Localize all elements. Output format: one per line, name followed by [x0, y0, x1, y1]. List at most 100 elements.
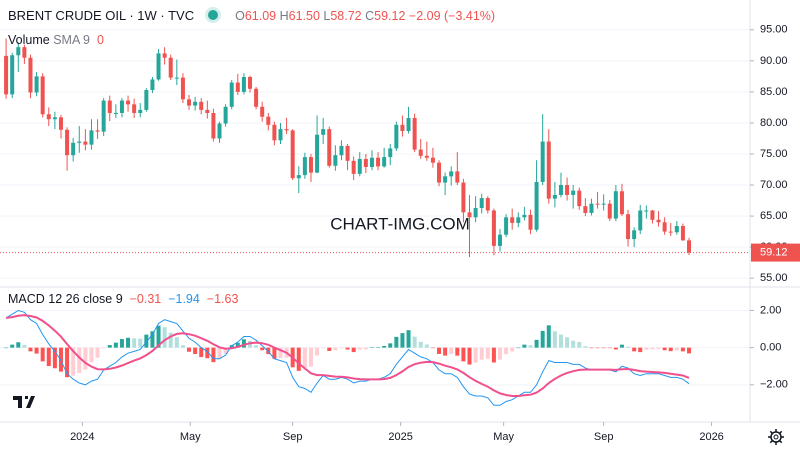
volume-title: Volume [8, 33, 50, 47]
candle-body [449, 171, 454, 177]
histogram-bar [217, 347, 222, 360]
histogram-bar [632, 347, 637, 352]
y-tick-label: 80.00 [760, 117, 788, 129]
candle-body [211, 113, 216, 139]
candle-body [132, 104, 137, 114]
candle-body [260, 106, 265, 117]
histogram-bar [522, 344, 527, 348]
candle-body [613, 191, 618, 219]
histogram-bar [260, 347, 265, 351]
settings-icon[interactable] [768, 429, 784, 445]
candle-body [638, 210, 643, 231]
histogram-bar [461, 347, 466, 362]
candle-body [455, 171, 460, 183]
histogram-bar [571, 340, 576, 348]
histogram-bar [528, 345, 533, 348]
histogram-bar [406, 330, 411, 348]
histogram-bar [674, 347, 679, 351]
open-value: 61.09 [244, 9, 277, 23]
candle-body [345, 145, 350, 161]
histogram-bar [626, 346, 631, 348]
low-value: 58.72 [330, 9, 362, 23]
histogram-bar [302, 347, 307, 368]
histogram-bar [437, 347, 442, 354]
candle-body [357, 158, 362, 174]
candle-body [595, 203, 600, 205]
histogram-bar [351, 347, 356, 353]
histogram-bar [388, 343, 393, 348]
histogram-bar [333, 347, 338, 351]
x-tick-label: 2024 [70, 431, 94, 443]
histogram-bar [638, 347, 643, 353]
candle-body [28, 57, 33, 93]
candle-body [400, 124, 405, 132]
candle-body [510, 217, 515, 223]
histogram-bar [552, 331, 557, 348]
histogram-bar [248, 340, 252, 348]
candle-body [461, 182, 466, 213]
histogram-bar [504, 347, 509, 355]
y-tick-label: 90.00 [760, 55, 788, 67]
candle-body [382, 157, 387, 167]
candle-body [302, 157, 307, 176]
histogram-bar [516, 347, 521, 349]
histogram-bar [595, 347, 600, 349]
histogram-bar [534, 339, 539, 348]
status-dot [207, 10, 218, 20]
histogram-bar [577, 342, 582, 348]
candle-body [577, 190, 582, 207]
histogram-bar [40, 347, 45, 362]
histogram-bar [449, 347, 454, 354]
low-label: L [323, 9, 331, 23]
candle-body [278, 129, 283, 141]
watermark: CHART-IMG.COM [330, 214, 469, 233]
candle-body [223, 106, 228, 124]
histogram-bar [656, 347, 661, 349]
candle-body [34, 76, 39, 93]
histogram-bar [589, 347, 594, 349]
candle-body [528, 214, 533, 230]
histogram-bar [296, 347, 301, 371]
histogram-bar [613, 347, 618, 350]
histogram-bar [95, 347, 100, 358]
histogram-bar [357, 347, 362, 350]
candle-body [656, 219, 661, 223]
candle-body [217, 123, 222, 139]
candle-body [156, 53, 161, 80]
histogram-bar [339, 347, 344, 349]
histogram-bar [162, 327, 167, 348]
histogram-bar [34, 347, 39, 354]
candle-body [180, 77, 185, 100]
candle-body [626, 214, 631, 240]
histogram-bar [473, 347, 478, 363]
histogram-bar [485, 347, 490, 359]
macd-line [5, 309, 690, 406]
x-tick-label: Sep [283, 431, 303, 443]
x-tick-label: Sep [594, 431, 614, 443]
y-tick-label: 85.00 [760, 86, 788, 98]
candle-body [650, 210, 655, 220]
candle-body [412, 117, 417, 150]
x-tick-label: May [180, 431, 201, 443]
candle-body [101, 100, 106, 132]
candle-body [229, 82, 234, 107]
last-price-tag [751, 243, 800, 262]
candle-body [619, 191, 624, 215]
high-label: H [279, 9, 289, 23]
tv-logo [10, 392, 38, 412]
histogram-bar [16, 342, 21, 348]
histogram-bar [180, 345, 185, 348]
candle-body [144, 90, 149, 110]
candle-body [46, 114, 51, 120]
candle-body [504, 217, 509, 235]
candle-body [516, 217, 521, 223]
candle-body [199, 101, 204, 110]
candle-body [65, 129, 70, 156]
y-tick-label: 75.00 [760, 148, 788, 160]
histogram-bar [455, 347, 460, 356]
histogram-bar [107, 345, 112, 348]
candle-body [290, 130, 295, 179]
candle-body [205, 109, 210, 114]
candle-body [339, 145, 344, 156]
